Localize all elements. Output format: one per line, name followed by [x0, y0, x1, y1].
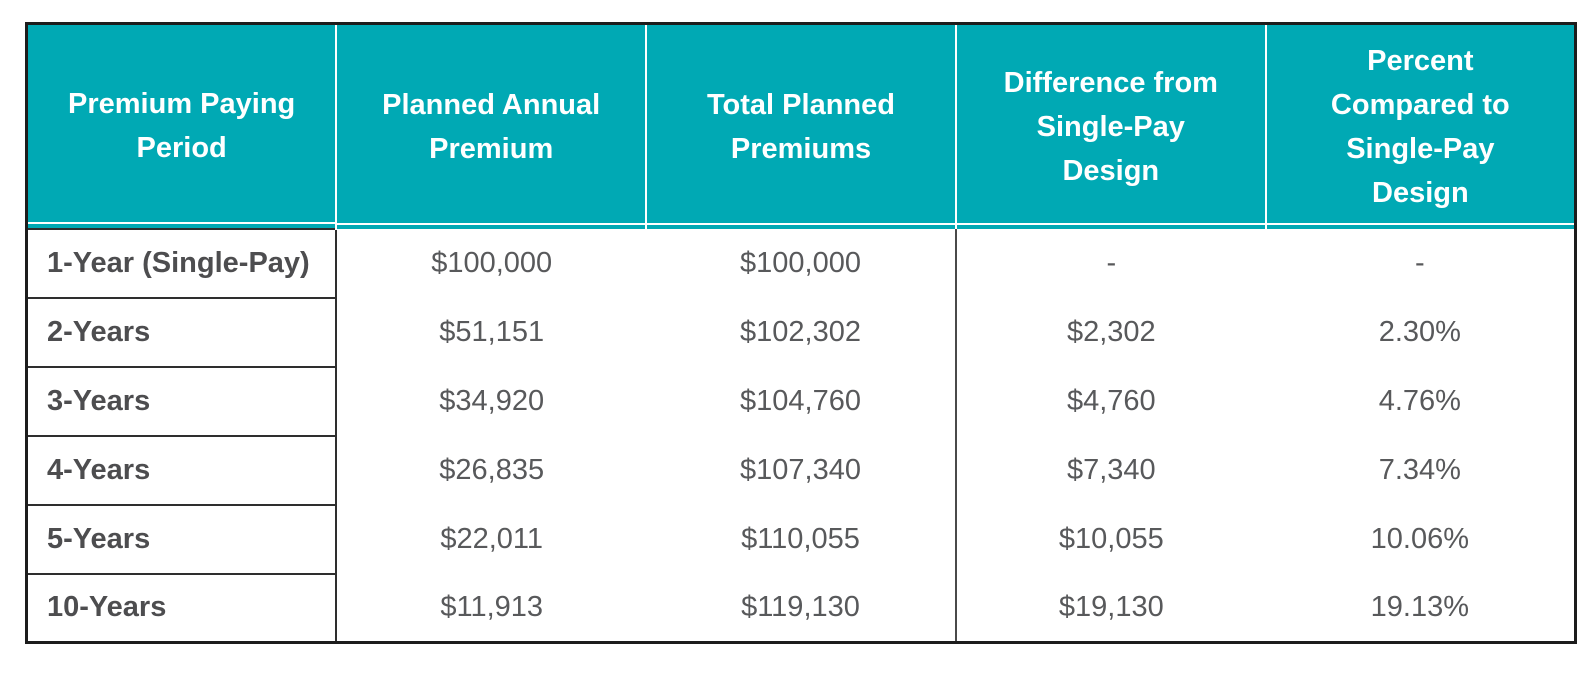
planned-annual-premium-cell: $22,011 [336, 504, 647, 574]
total-planned-premiums-cell: $110,055 [646, 504, 956, 574]
header-row: Premium Paying Period Planned Annual Pre… [26, 23, 1576, 229]
percent-cell: 4.76% [1265, 366, 1576, 436]
premium-table-container: Premium Paying Period Planned Annual Pre… [25, 22, 1577, 644]
table-header: Premium Paying Period Planned Annual Pre… [26, 23, 1576, 229]
table-row: 4-Years $26,835 $107,340 $7,340 7.34% [26, 434, 1576, 506]
col-header-percent-compared-single-pay: Percent Compared to Single-Pay Design [1264, 23, 1576, 229]
percent-cell: 2.30% [1265, 297, 1576, 367]
percent-cell: 7.34% [1265, 435, 1576, 505]
planned-annual-premium-cell: $51,151 [336, 297, 647, 367]
table-row: 2-Years $51,151 $102,302 $2,302 2.30% [26, 296, 1576, 368]
difference-cell: $19,130 [954, 573, 1266, 643]
percent-cell: 10.06% [1265, 504, 1576, 574]
total-planned-premiums-cell: $100,000 [646, 228, 956, 298]
period-label: 10-Years [26, 572, 338, 644]
period-label: 4-Years [26, 434, 338, 506]
table-row: 10-Years $11,913 $119,130 $19,130 19.13% [26, 572, 1576, 644]
period-label: 1-Year (Single-Pay) [26, 227, 338, 299]
difference-cell: $2,302 [954, 297, 1266, 367]
total-planned-premiums-cell: $102,302 [646, 297, 956, 367]
planned-annual-premium-cell: $100,000 [336, 228, 647, 298]
percent-cell: 19.13% [1265, 573, 1576, 643]
planned-annual-premium-cell: $34,920 [336, 366, 647, 436]
table-row: 3-Years $34,920 $104,760 $4,760 4.76% [26, 365, 1576, 437]
col-header-planned-annual-premium: Planned Annual Premium [335, 23, 647, 229]
planned-annual-premium-cell: $11,913 [336, 573, 647, 643]
col-header-total-planned-premiums: Total Planned Premiums [645, 23, 956, 229]
difference-cell: $10,055 [954, 504, 1266, 574]
difference-cell: $7,340 [954, 435, 1266, 505]
col-header-premium-paying-period: Premium Paying Period [26, 23, 337, 229]
period-label: 5-Years [26, 503, 338, 575]
table-row: 1-Year (Single-Pay) $100,000 $100,000 - … [26, 227, 1576, 299]
percent-cell: - [1265, 228, 1576, 298]
total-planned-premiums-cell: $119,130 [646, 573, 956, 643]
period-label: 2-Years [26, 296, 338, 368]
difference-cell: $4,760 [954, 366, 1266, 436]
planned-annual-premium-cell: $26,835 [336, 435, 647, 505]
table-row: 5-Years $22,011 $110,055 $10,055 10.06% [26, 503, 1576, 575]
premium-comparison-table: Premium Paying Period Planned Annual Pre… [25, 22, 1577, 644]
total-planned-premiums-cell: $107,340 [646, 435, 956, 505]
difference-cell: - [954, 228, 1266, 298]
period-label: 3-Years [26, 365, 338, 437]
total-planned-premiums-cell: $104,760 [646, 366, 956, 436]
col-header-difference-from-single-pay: Difference from Single-Pay Design [954, 23, 1266, 229]
table-body: 1-Year (Single-Pay) $100,000 $100,000 - … [26, 227, 1576, 644]
